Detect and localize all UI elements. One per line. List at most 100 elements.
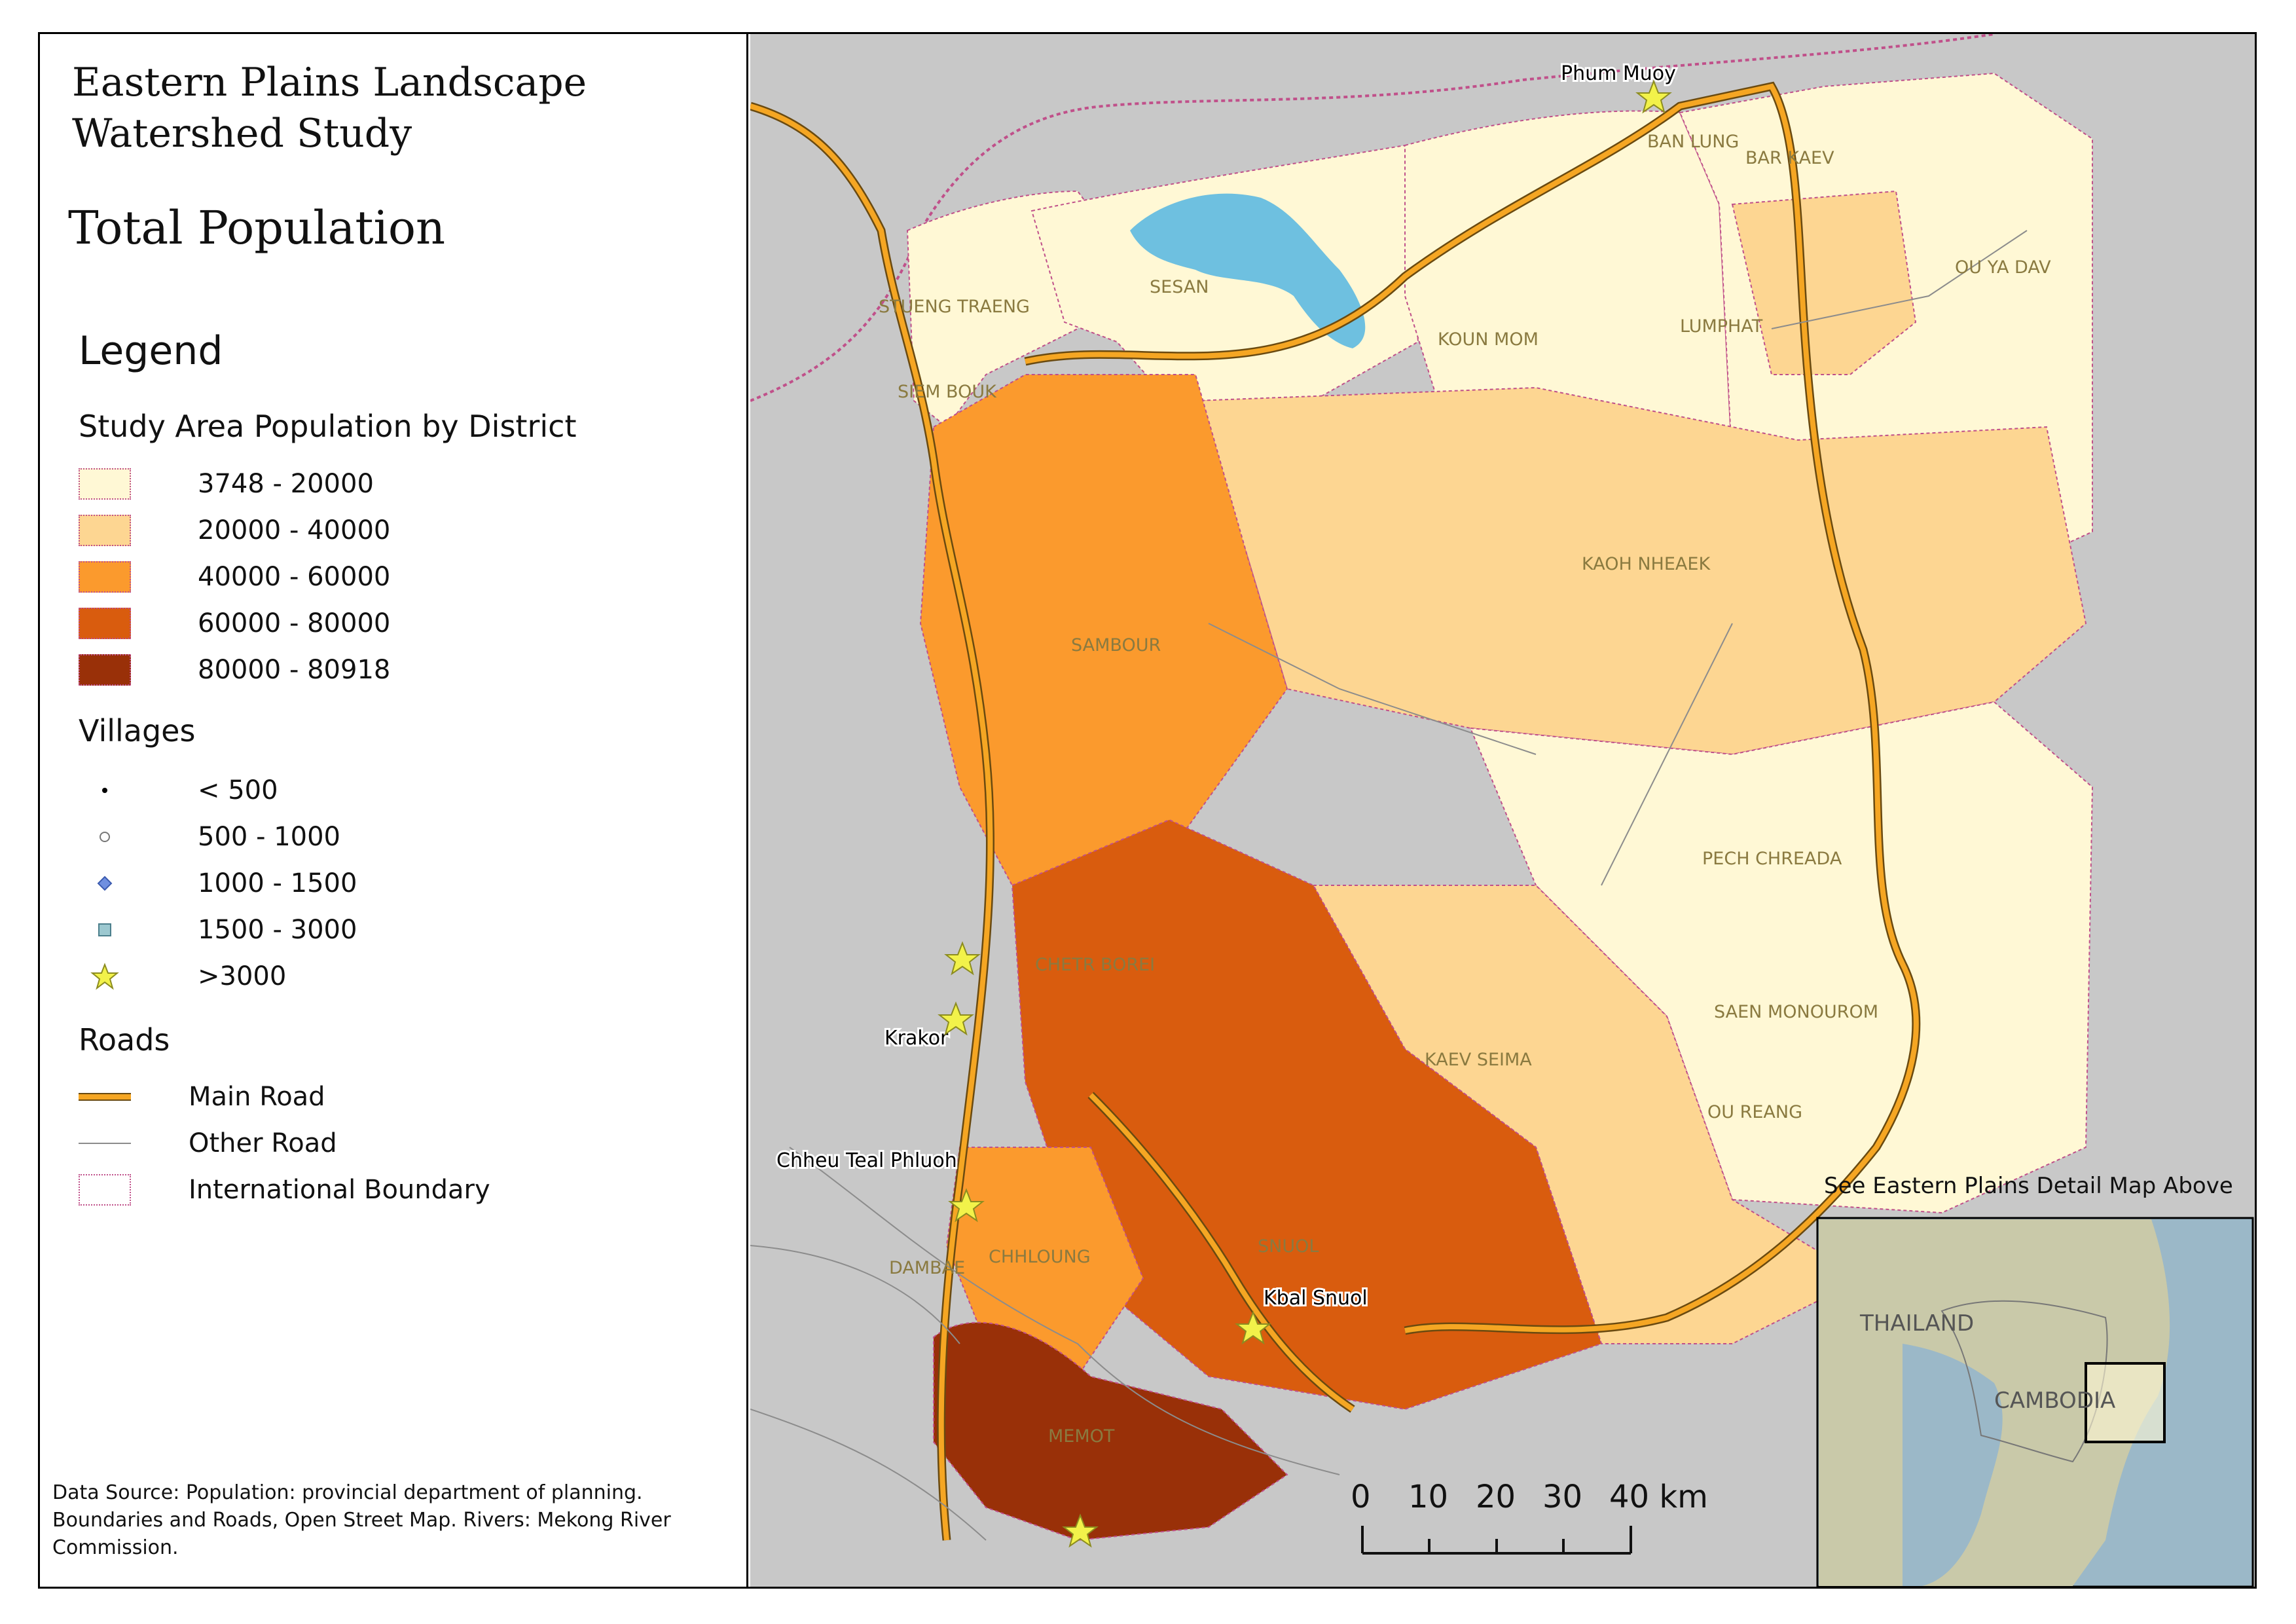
label-sesan: SESAN <box>1150 277 1209 297</box>
star-icon <box>944 941 981 976</box>
map-canvas[interactable]: STUENG TRAENG SESAN SIEM BOUK KOUN MOM L… <box>750 34 2255 1587</box>
teal-square-icon <box>98 923 111 936</box>
swatch <box>79 515 131 546</box>
legend-label: 1000 - 1500 <box>198 868 357 898</box>
small-dot-icon <box>102 788 107 793</box>
label-kaoh-nheaek: KAOH NHEAEK <box>1582 554 1711 574</box>
legend-village-2: 500 - 1000 <box>79 817 340 857</box>
district-lumphat <box>1731 190 1917 375</box>
scale-bar: 0 10 20 30 40 km <box>1351 1479 1708 1555</box>
legend-label: 20000 - 40000 <box>198 515 391 545</box>
legend-label: 1500 - 3000 <box>198 915 357 945</box>
label-kbal-snuol: Kbal Snuol <box>1264 1287 1368 1310</box>
district-labels: STUENG TRAENG SESAN SIEM BOUK KOUN MOM L… <box>879 132 2051 1447</box>
label-bar-kaev: BAR KAEV <box>1745 148 1834 168</box>
legend-label: >3000 <box>198 961 287 991</box>
label-ou-ya-dav: OU YA DAV <box>1955 257 2051 278</box>
inset-label-cambodia: CAMBODIA <box>1994 1388 2115 1414</box>
label-lumphat: LUMPHAT <box>1680 316 1763 337</box>
label-ou-reang: OU REANG <box>1707 1102 1802 1122</box>
label-dambae: DAMBAE <box>889 1258 965 1278</box>
label-saen-monourom: SAEN MONOUROM <box>1714 1002 1878 1022</box>
intl-boundary <box>750 34 1995 402</box>
swatch <box>79 561 131 593</box>
legend-road-main: Main Road <box>79 1077 325 1116</box>
label-phum-muoy: Phum Muoy <box>1561 62 1676 85</box>
title-line-2: Watershed Study <box>72 111 412 157</box>
swatch <box>79 468 131 500</box>
yellow-star-icon <box>90 963 119 990</box>
legend-label: Main Road <box>189 1082 325 1112</box>
legend-label: 500 - 1000 <box>198 822 341 852</box>
main-roads <box>750 81 1921 1541</box>
label-sambour: SAMBOUR <box>1071 635 1161 655</box>
legend-heading: Legend <box>79 328 223 374</box>
legend-district-3: 40000 - 60000 <box>79 557 390 597</box>
legend-label: 80000 - 80918 <box>198 655 391 685</box>
legend-district-1: 3748 - 20000 <box>79 464 374 504</box>
swatch <box>79 654 131 686</box>
map-title: Eastern Plains Landscape Watershed Study <box>72 57 587 159</box>
star-icon <box>1635 79 1672 114</box>
star-icon <box>948 1188 985 1223</box>
district-memot <box>933 1321 1288 1541</box>
other-road-icon <box>79 1143 131 1144</box>
legend-label: 3748 - 20000 <box>198 469 374 499</box>
label-pech-chreada: PECH CHREADA <box>1702 849 1842 869</box>
white-circle-icon <box>100 832 110 842</box>
legend-village-4: 1500 - 3000 <box>79 910 357 950</box>
map-subtitle: Total Population <box>68 201 446 255</box>
label-chetr-borei: CHETR BOREI <box>1035 955 1155 975</box>
roads-heading: Roads <box>79 1022 170 1058</box>
town-labels: Phum Muoy Krakor Chheu Teal Phluoh Kbal … <box>774 60 1678 1312</box>
label-krakor: Krakor <box>884 1027 949 1050</box>
legend-village-1: < 500 <box>79 771 278 810</box>
reservoir <box>1130 193 1366 348</box>
legend-boundary: International Boundary <box>79 1170 490 1209</box>
large-villages <box>938 79 1672 1548</box>
label-siem-bouk: SIEM BOUK <box>898 382 997 402</box>
inset-label-thailand: THAILAND <box>1859 1310 1974 1337</box>
label-chheu-teal-phluoh: Chheu Teal Phluoh <box>776 1149 957 1172</box>
data-source: Data Source: Population: provincial depa… <box>52 1481 671 1559</box>
star-icon <box>938 1001 974 1036</box>
label-stueng-traeng: STUENG TRAENG <box>879 297 1030 317</box>
star-icon <box>1235 1310 1271 1345</box>
legend-road-other: Other Road <box>79 1124 337 1163</box>
map-area[interactable]: STUENG TRAENG SESAN SIEM BOUK KOUN MOM L… <box>750 34 2255 1587</box>
title-line-1: Eastern Plains Landscape <box>72 60 587 105</box>
legend-label: International Boundary <box>189 1175 490 1205</box>
scale-tick-0: 0 <box>1351 1479 1371 1515</box>
legend-label: 60000 - 80000 <box>198 608 391 638</box>
star-icon <box>1062 1513 1099 1548</box>
blue-diamond-icon <box>97 876 113 891</box>
label-memot: MEMOT <box>1048 1426 1115 1447</box>
label-snuol: SNUOL <box>1258 1236 1319 1257</box>
scale-tick-30: 30 <box>1542 1479 1582 1515</box>
label-ban-lung: BAN LUNG <box>1647 132 1739 152</box>
legend-village-5: >3000 <box>79 957 286 996</box>
legend-label: Other Road <box>189 1128 337 1158</box>
scale-tick-20: 20 <box>1476 1479 1516 1515</box>
boundary-swatch <box>79 1174 131 1206</box>
district-heading: Study Area Population by District <box>79 409 577 444</box>
other-roads <box>750 230 2028 1541</box>
legend-district-5: 80000 - 80918 <box>79 650 390 690</box>
legend-village-3: 1000 - 1500 <box>79 864 357 903</box>
legend-district-4: 60000 - 80000 <box>79 604 390 643</box>
inset-caption: See Eastern Plains Detail Map Above <box>1824 1173 2233 1199</box>
scale-tick-40: 40 km <box>1609 1479 1708 1515</box>
villages-heading: Villages <box>79 713 196 748</box>
main-road-icon <box>79 1093 131 1101</box>
scale-tick-10: 10 <box>1408 1479 1448 1515</box>
districts <box>906 72 2094 1541</box>
swatch <box>79 608 131 639</box>
district-sambour <box>919 374 1288 887</box>
legend-district-2: 20000 - 40000 <box>79 511 390 550</box>
inset-map: THAILAND CAMBODIA <box>1816 1217 2254 1587</box>
label-koun-mom: KOUN MOM <box>1438 329 1539 350</box>
legend-label: < 500 <box>198 775 278 805</box>
legend-label: 40000 - 60000 <box>198 562 391 592</box>
legend-panel: Eastern Plains Landscape Watershed Study… <box>38 32 748 1589</box>
label-chhloung: CHHLOUNG <box>989 1247 1091 1267</box>
